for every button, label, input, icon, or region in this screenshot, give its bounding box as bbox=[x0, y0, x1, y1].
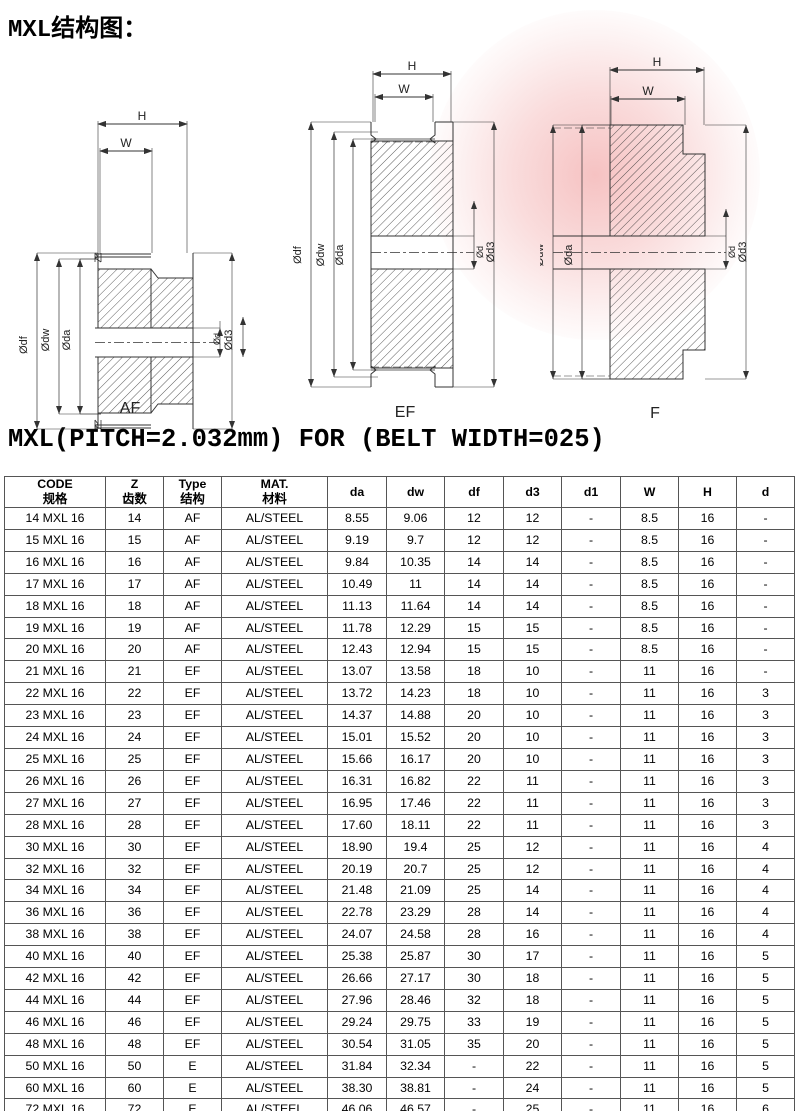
svg-text:Øda: Øda bbox=[334, 244, 346, 266]
svg-text:Ødw: Ødw bbox=[315, 244, 327, 267]
svg-text:Ød: Ød bbox=[212, 333, 222, 345]
svg-text:Ød: Ød bbox=[475, 246, 485, 258]
svg-text:W: W bbox=[120, 136, 132, 150]
svg-text:H: H bbox=[408, 59, 417, 73]
svg-text:AF: AF bbox=[120, 400, 141, 417]
svg-text:Ødf: Ødf bbox=[292, 245, 304, 264]
svg-text:Ød3: Ød3 bbox=[737, 242, 749, 263]
svg-text:F: F bbox=[650, 405, 660, 420]
svg-text:W: W bbox=[398, 82, 410, 96]
svg-text:Øda: Øda bbox=[563, 244, 575, 266]
svg-text:Ød3: Ød3 bbox=[485, 242, 497, 263]
svg-text:H: H bbox=[138, 109, 147, 123]
svg-text:Ødw: Ødw bbox=[540, 244, 546, 267]
svg-text:W: W bbox=[642, 84, 654, 98]
svg-text:EF: EF bbox=[395, 404, 416, 420]
svg-text:Øda: Øda bbox=[61, 329, 73, 351]
svg-text:Ød: Ød bbox=[727, 246, 737, 258]
svg-text:H: H bbox=[653, 55, 662, 69]
svg-text:Ødf: Ødf bbox=[18, 335, 30, 354]
svg-text:Ød3: Ød3 bbox=[223, 330, 235, 351]
svg-text:Ødw: Ødw bbox=[40, 329, 52, 352]
